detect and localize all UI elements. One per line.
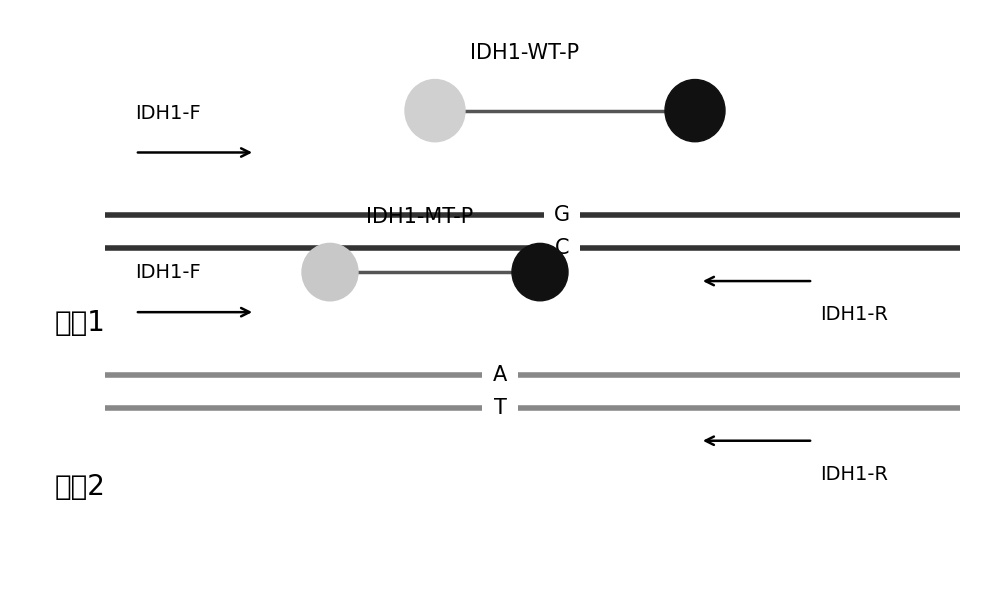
Text: T: T [494,398,506,418]
Text: 片段2: 片段2 [55,474,106,501]
Text: IDH1-MT-P: IDH1-MT-P [366,208,474,227]
Text: C: C [555,238,569,258]
Text: IDH1-WT-P: IDH1-WT-P [470,43,580,63]
Text: A: A [493,365,507,385]
Text: G: G [554,205,570,225]
Ellipse shape [302,243,358,301]
Text: IDH1-R: IDH1-R [820,465,888,484]
Ellipse shape [405,80,465,142]
Text: IDH1-F: IDH1-F [135,263,201,282]
Text: IDH1-R: IDH1-R [820,305,888,324]
Ellipse shape [665,80,725,142]
Ellipse shape [512,243,568,301]
Text: IDH1-F: IDH1-F [135,103,201,123]
Text: 片段1: 片段1 [55,309,106,337]
